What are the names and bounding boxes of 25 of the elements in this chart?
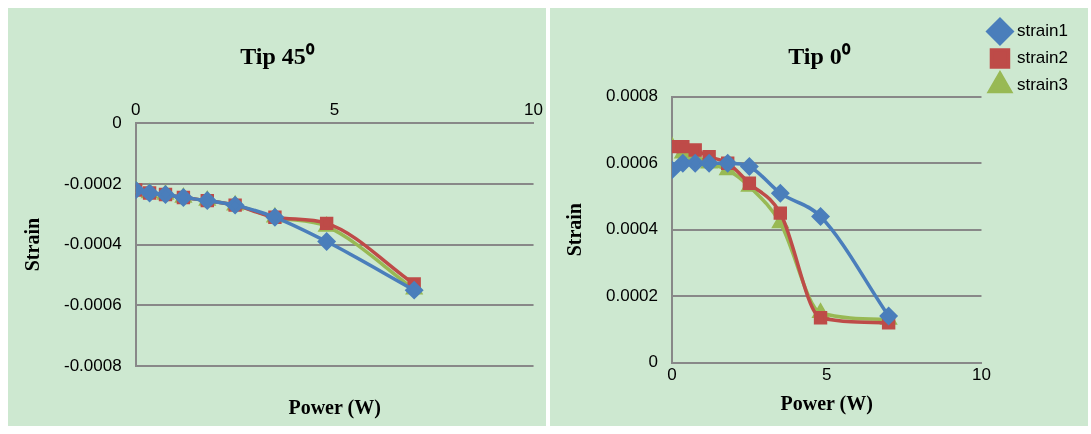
y-tick-label: 0: [112, 112, 122, 132]
legend-label: strain3: [1016, 75, 1069, 95]
y-tick-label: 0.0002: [606, 285, 658, 305]
y-tick-label: -0.0002: [63, 173, 122, 193]
x-axis-title: Power (W): [780, 392, 873, 416]
legend-label: strain1: [1016, 21, 1069, 41]
y-tick-label: -0.0004: [63, 234, 122, 254]
x-tick-label: 0: [130, 99, 141, 119]
chart-title: Tip 0⁰: [788, 42, 851, 69]
y-axis-title: Strain: [21, 217, 44, 272]
x-tick-label: 5: [329, 99, 340, 119]
chart-title: Tip 45⁰: [240, 42, 315, 69]
x-tick-label: 10: [972, 365, 991, 385]
y-tick-label: 0.0008: [606, 86, 658, 106]
legend-label: strain2: [1016, 48, 1069, 68]
y-tick-label: -0.0006: [63, 294, 122, 314]
y-tick-label: 0: [648, 352, 658, 372]
x-tick-label: 0: [667, 365, 677, 385]
y-tick-label: -0.0008: [63, 355, 122, 375]
x-tick-label: 10: [524, 99, 544, 119]
y-axis-title: Strain: [563, 203, 586, 257]
y-tick-label: 0.0004: [606, 219, 658, 239]
y-tick-label: 0.0006: [606, 152, 658, 172]
x-tick-label: 5: [822, 365, 832, 385]
x-axis-title: Power (W): [288, 396, 381, 419]
